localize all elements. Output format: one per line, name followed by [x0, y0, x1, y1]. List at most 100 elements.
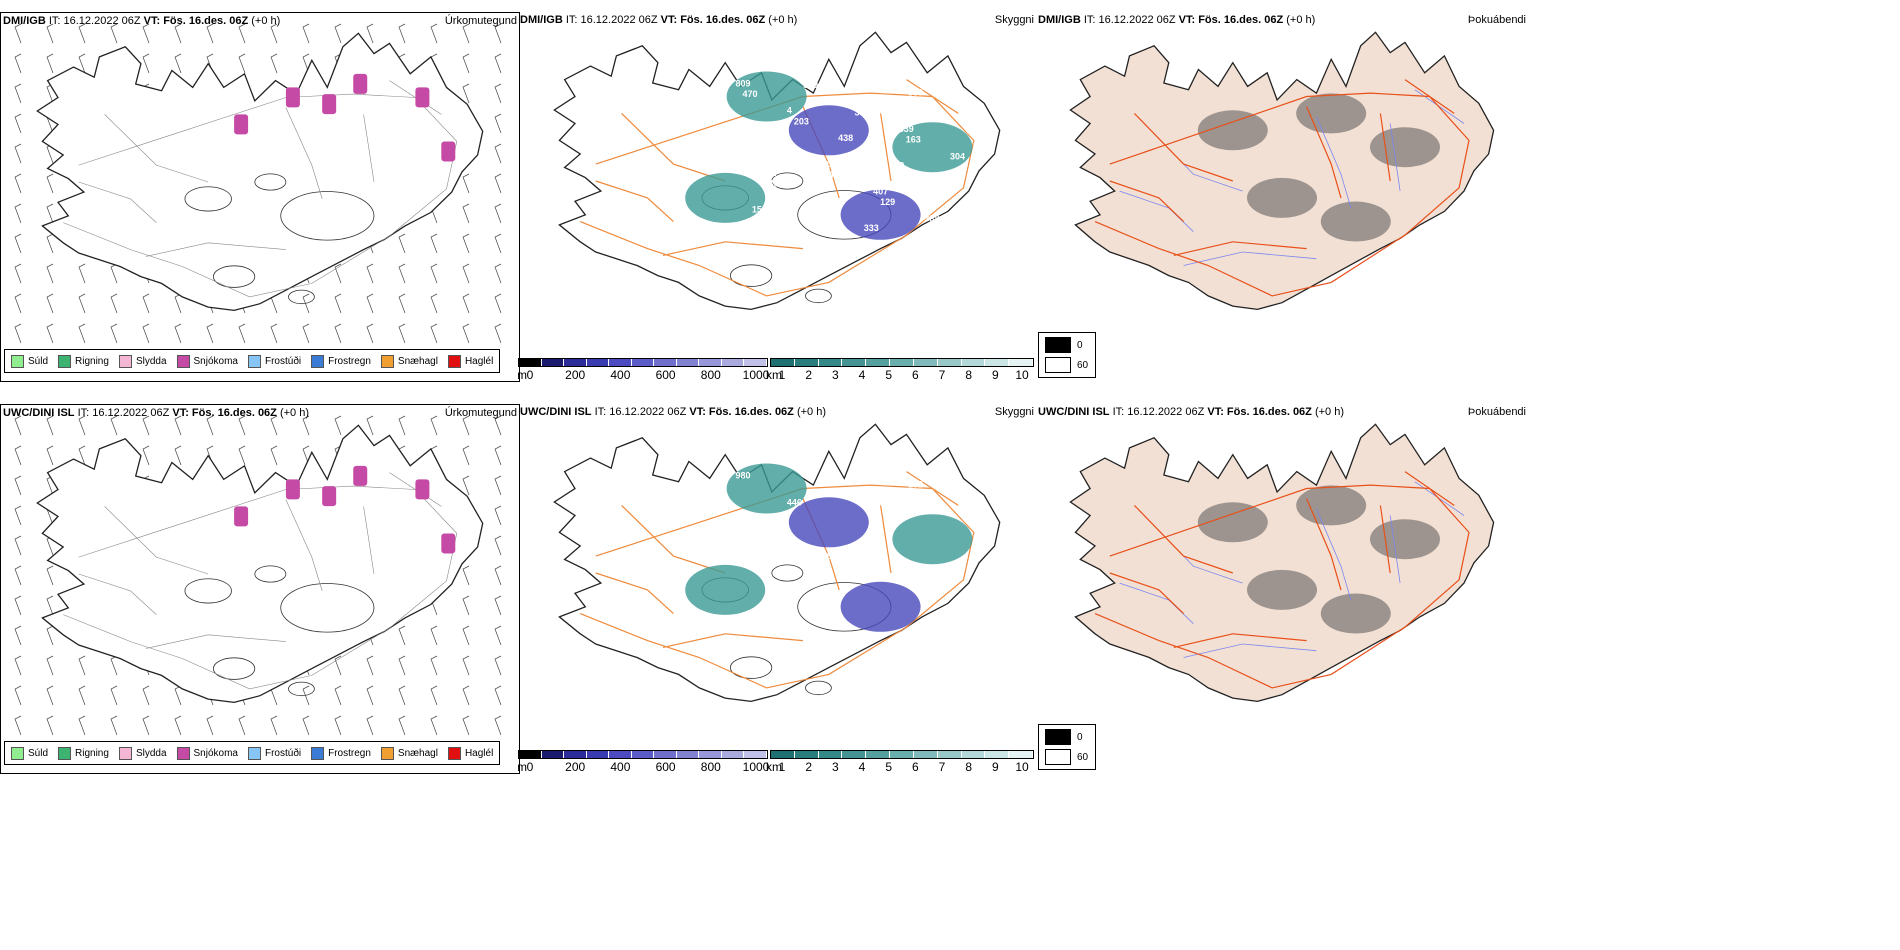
wind-barb	[302, 293, 310, 314]
visibility-area	[840, 189, 921, 240]
colorbar-tick: 5	[885, 760, 892, 772]
panel-variable-title: Þokuábendi	[1467, 14, 1526, 26]
wind-barb	[46, 655, 54, 676]
colorbar-cell	[818, 359, 843, 366]
cloudbase-label: 1	[934, 177, 939, 187]
wind-barb	[238, 415, 246, 436]
wind-barb	[46, 233, 54, 254]
legend-label: Frostúði	[264, 747, 302, 759]
legend-label: Frostúði	[264, 355, 302, 367]
river-line	[285, 107, 323, 199]
river-line	[1389, 123, 1401, 192]
colorbar-cell	[985, 751, 1010, 758]
colorbar-cell	[794, 751, 819, 758]
colorbar-strip	[770, 750, 1034, 759]
wind-barb	[14, 113, 22, 134]
wind-barb	[110, 23, 118, 44]
cloudbase-label: 300	[854, 107, 869, 117]
legend-label: Súld	[28, 747, 49, 759]
river-line	[145, 242, 286, 257]
panel-variable-title: Skyggni	[994, 14, 1034, 26]
visibility-area	[840, 581, 921, 632]
fog-area	[1320, 201, 1391, 242]
road-line	[906, 471, 959, 506]
cloudbase-label: 414	[768, 179, 783, 189]
road-line	[1173, 241, 1307, 256]
wind-barb	[366, 655, 374, 676]
fog-area	[1320, 593, 1391, 634]
snow-area	[353, 465, 368, 486]
wind-barb	[142, 323, 150, 344]
colorbar-cell	[541, 359, 565, 366]
wind-barb	[78, 263, 86, 284]
wind-barb	[302, 685, 310, 706]
road-line	[1133, 504, 1233, 574]
colorbar-cell	[654, 751, 677, 758]
wind-barb	[398, 715, 406, 736]
colorbar-tick: 1	[778, 368, 786, 380]
road-line	[1109, 180, 1185, 223]
colorbar-tick: 10	[1015, 368, 1029, 380]
wind-barb	[14, 505, 22, 526]
wind-barb	[206, 23, 214, 44]
road-line	[662, 241, 803, 256]
colorbar-strip	[770, 358, 1034, 367]
wind-barb	[462, 83, 470, 104]
cloudbase-label: 338	[924, 214, 939, 224]
colorbar-strip	[518, 750, 768, 759]
wind-barb	[78, 293, 86, 314]
cloudbase-label: 4	[787, 106, 792, 116]
wind-barb	[142, 415, 150, 436]
wind-barb	[302, 323, 310, 344]
visibility-area	[788, 497, 869, 548]
wind-barb	[462, 53, 470, 74]
cloudbase-label: 95	[759, 215, 769, 225]
wind-barb	[398, 23, 406, 44]
glacier-outline	[805, 288, 832, 304]
glacier-outline	[771, 172, 804, 190]
wind-barb	[238, 715, 246, 736]
wind-barb	[46, 415, 54, 436]
road-line	[880, 505, 892, 574]
river-line	[363, 506, 375, 575]
road-line	[1094, 92, 1470, 297]
legend-swatch	[58, 354, 72, 368]
fog-area	[1370, 127, 1440, 168]
legend-label: Snæhagl	[397, 747, 438, 759]
cloudbase-label: 568	[761, 560, 776, 570]
fog-area	[1247, 177, 1317, 218]
road-line	[595, 572, 674, 615]
wind-barb	[494, 233, 502, 254]
wind-barb	[174, 293, 182, 314]
colorbar-tick: 1	[778, 760, 786, 772]
glacier-outline	[254, 173, 287, 191]
precip-type-legend: Súld Rigning Slydda Snjókoma Frostúði Frostre…	[4, 349, 501, 373]
colorbar-tick: 6	[911, 760, 919, 772]
wind-barb	[142, 23, 150, 44]
snow-area	[234, 114, 249, 135]
wind-barb	[78, 23, 86, 44]
river-line	[363, 114, 375, 183]
snow-area	[322, 94, 337, 115]
wind-barb	[462, 685, 470, 706]
legend-label: Rigning	[75, 355, 109, 367]
fog-map	[1069, 423, 1495, 703]
colorbar-tick: 200	[565, 368, 586, 380]
wind-barb	[14, 53, 22, 74]
legend-label: Haglél	[464, 747, 494, 759]
colorbar-cell	[961, 359, 986, 366]
glacier-outline	[212, 657, 256, 680]
visibility-area	[788, 105, 869, 156]
cloudbase-label: 1	[941, 188, 946, 198]
wind-barb	[462, 715, 470, 736]
wind-barb	[430, 293, 438, 314]
colorbar-tick: 600	[655, 760, 676, 772]
wind-barb	[494, 415, 502, 436]
river-line	[78, 181, 157, 223]
wind-barb	[398, 685, 406, 706]
legend-item: Snjókoma	[176, 354, 238, 368]
wind-barb	[302, 715, 310, 736]
cloudbase-label: 178	[915, 98, 930, 108]
colorbar-tick: 800	[700, 760, 721, 772]
visibility-colorbar: km 1 2 3 4 5 6 7 8 9 10	[766, 750, 1034, 772]
